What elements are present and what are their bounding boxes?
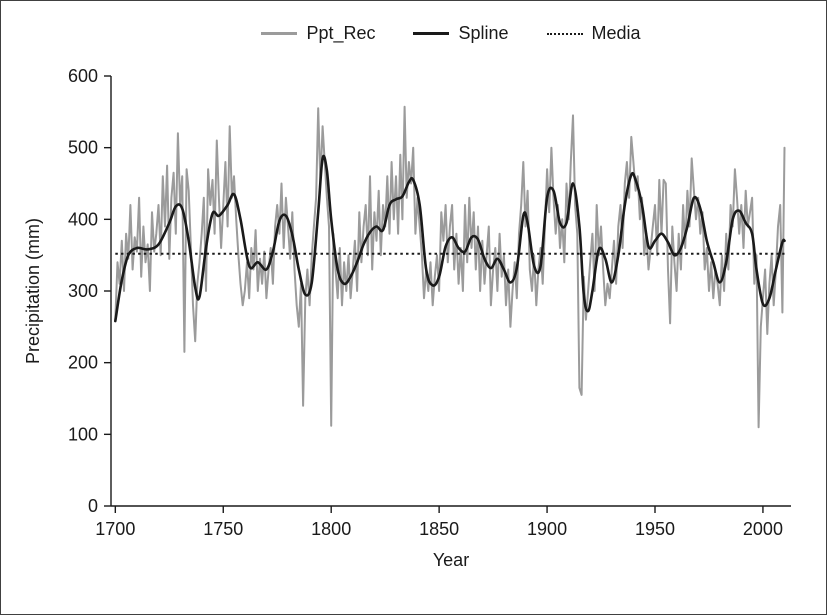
legend-label-media: Media <box>591 23 641 43</box>
y-tick-label: 400 <box>68 209 98 229</box>
legend-item-ppt-rec: Ppt_Rec <box>261 23 375 44</box>
legend-item-spline: Spline <box>413 23 509 44</box>
spline-line <box>114 154 786 323</box>
ppt-rec-line <box>114 105 786 429</box>
y-tick-label: 100 <box>68 424 98 444</box>
y-tick-label: 300 <box>68 281 98 301</box>
media-line-swatch <box>546 32 583 35</box>
y-tick-label: 200 <box>68 353 98 373</box>
legend-label-spline: Spline <box>458 23 509 43</box>
y-tick-label: 600 <box>68 66 98 86</box>
x-tick-label: 1800 <box>311 519 351 539</box>
y-tick-label: 500 <box>68 138 98 158</box>
x-tick-label: 2000 <box>743 519 783 539</box>
chart-legend: Ppt_Rec Spline Media <box>111 23 791 44</box>
x-tick-label: 1700 <box>95 519 135 539</box>
legend-item-media: Media <box>546 23 641 44</box>
x-axis-title: Year <box>433 550 469 570</box>
spline-line-swatch <box>413 32 450 35</box>
x-tick-label: 1850 <box>419 519 459 539</box>
x-tick-label: 1900 <box>527 519 567 539</box>
x-tick-label: 1950 <box>635 519 675 539</box>
ppt-rec-line-swatch <box>261 32 298 35</box>
y-tick-label: 0 <box>88 496 98 516</box>
y-axis-title: Precipitation (mm) <box>23 218 43 364</box>
x-tick-label: 1750 <box>203 519 243 539</box>
legend-label-ppt-rec: Ppt_Rec <box>306 23 376 43</box>
